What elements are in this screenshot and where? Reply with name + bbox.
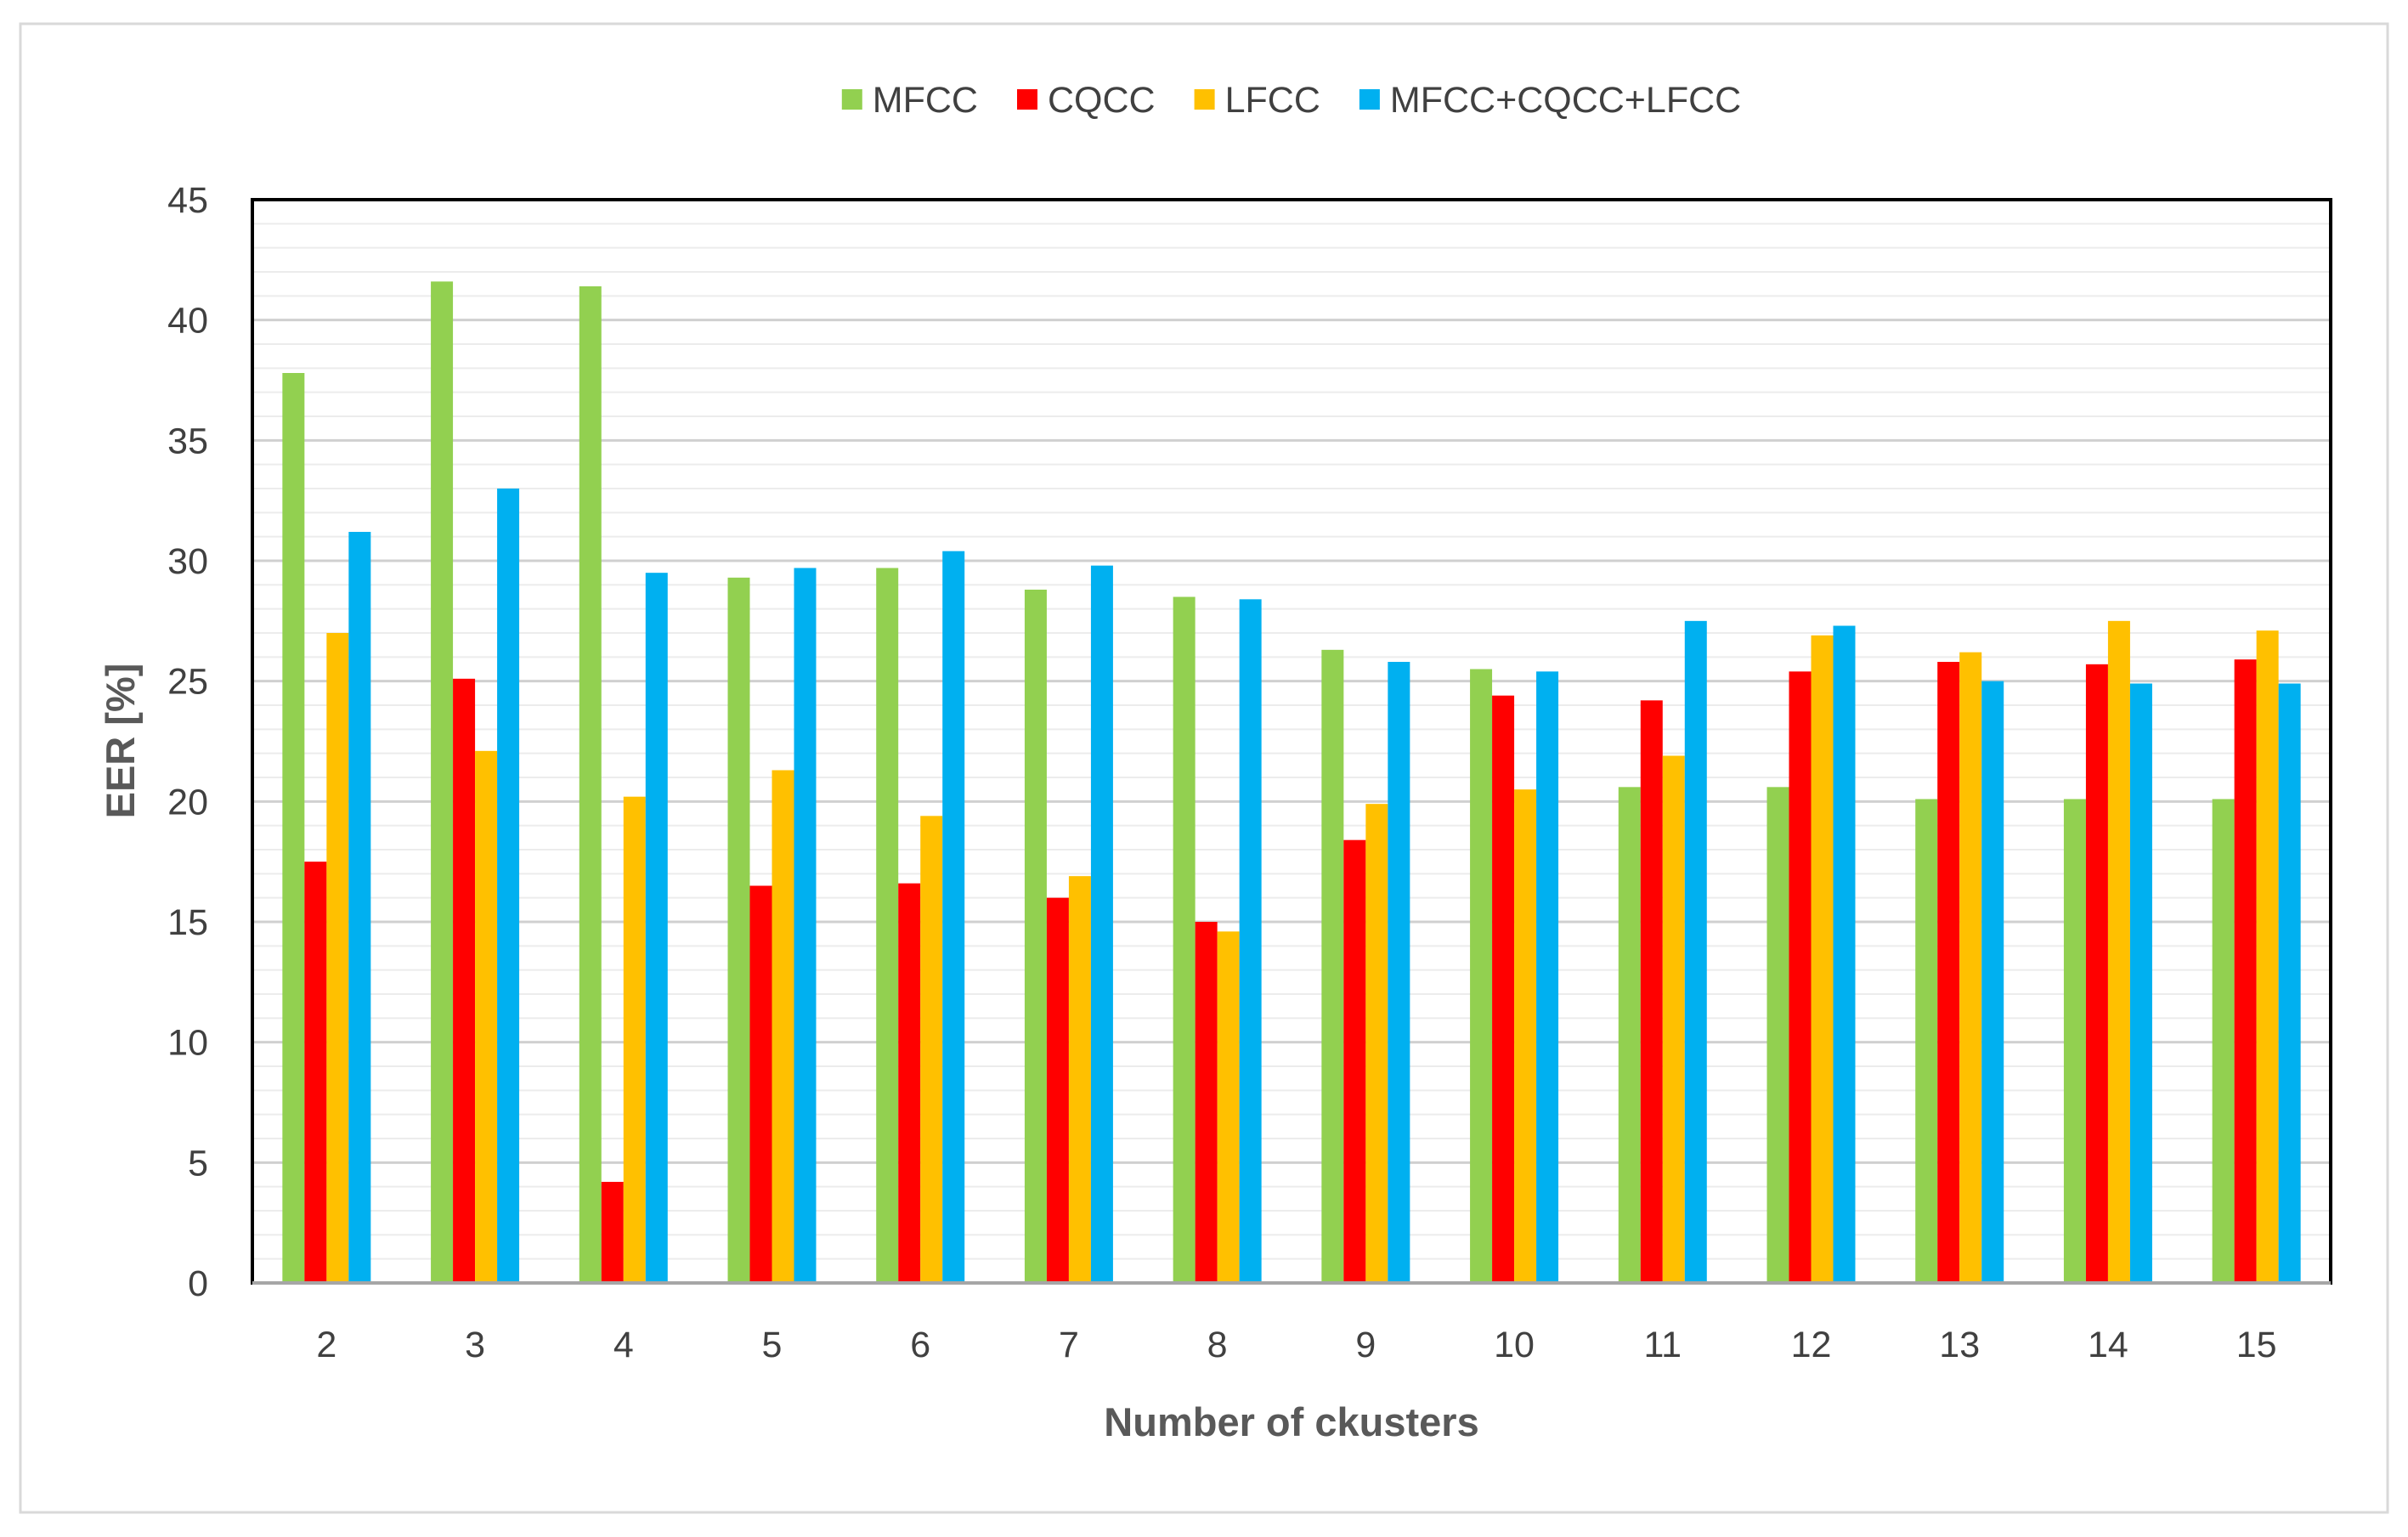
- legend-swatch: [841, 89, 862, 110]
- y-axis-ticks: 0 5 10 15 20 25 30 35 40 45: [167, 180, 208, 1304]
- y-tick-label: 20: [167, 782, 208, 822]
- bar-lfcc-11: [1662, 755, 1685, 1283]
- bar-cqcc-8: [1195, 922, 1218, 1283]
- bar-cqcc-14: [2085, 664, 2108, 1283]
- bar-cqcc-5: [749, 885, 772, 1283]
- bar-lfcc-15: [2256, 630, 2279, 1283]
- x-tick-label: 13: [1939, 1325, 1980, 1365]
- x-tick-label: 6: [910, 1325, 930, 1365]
- bar-lfcc-12: [1811, 635, 1834, 1283]
- bar-mfcc-2: [282, 373, 305, 1283]
- bar-mfcc-cqcc-lfcc-9: [1388, 662, 1410, 1283]
- y-tick-label: 30: [167, 541, 208, 582]
- legend-swatch: [1359, 89, 1380, 110]
- bar-mfcc-8: [1173, 596, 1196, 1283]
- legend-swatch: [1016, 89, 1037, 110]
- x-tick-label: 14: [2088, 1325, 2128, 1365]
- y-tick-label: 15: [167, 902, 208, 943]
- bar-mfcc-5: [727, 577, 750, 1283]
- bar-lfcc-8: [1217, 931, 1240, 1283]
- bar-lfcc-13: [1959, 652, 1982, 1283]
- bar-mfcc-4: [579, 286, 602, 1283]
- bar-lfcc-4: [623, 796, 646, 1283]
- bar-mfcc-cqcc-lfcc-8: [1239, 599, 1262, 1283]
- legend-label: CQCC: [1048, 80, 1156, 121]
- bar-lfcc-6: [920, 816, 943, 1283]
- bar-cqcc-9: [1343, 839, 1366, 1283]
- x-axis-ticks: 2 3 4 5 6 7 8 9 10 11 12 13 14 15: [316, 1325, 2276, 1365]
- bar-mfcc-cqcc-lfcc-13: [1981, 681, 2004, 1283]
- bar-mfcc-10: [1470, 669, 1493, 1283]
- bar-mfcc-cqcc-lfcc-7: [1090, 565, 1113, 1283]
- bar-lfcc-9: [1365, 804, 1388, 1283]
- bar-mfcc-cqcc-lfcc-4: [645, 573, 668, 1283]
- y-tick-label: 0: [188, 1263, 208, 1304]
- bar-lfcc-5: [772, 770, 794, 1283]
- bar-mfcc-11: [1618, 787, 1641, 1283]
- bar-mfcc-cqcc-lfcc-15: [2278, 683, 2301, 1283]
- bar-lfcc-10: [1514, 789, 1537, 1283]
- bar-cqcc-13: [1937, 662, 1960, 1283]
- bar-mfcc-cqcc-lfcc-11: [1684, 620, 1707, 1283]
- bar-cqcc-11: [1640, 700, 1663, 1283]
- bar-lfcc-2: [326, 633, 349, 1283]
- x-tick-label: 11: [1643, 1325, 1682, 1365]
- x-tick-label: 10: [1494, 1325, 1535, 1365]
- bar-cqcc-6: [898, 883, 921, 1283]
- bar-mfcc-cqcc-lfcc-10: [1536, 671, 1559, 1283]
- y-tick-label: 25: [167, 662, 208, 703]
- bar-cqcc-15: [2234, 659, 2257, 1283]
- y-tick-label: 5: [188, 1143, 208, 1184]
- x-tick-label: 7: [1059, 1325, 1079, 1365]
- x-axis-title: Number of ckusters: [1104, 1399, 1478, 1444]
- legend-label: MFCC: [873, 80, 978, 121]
- bar-mfcc-7: [1024, 590, 1047, 1283]
- bar-mfcc-15: [2212, 799, 2235, 1283]
- bar-cqcc-10: [1492, 695, 1515, 1283]
- bar-mfcc-cqcc-lfcc-5: [794, 568, 817, 1283]
- x-tick-label: 2: [316, 1325, 336, 1365]
- bar-cqcc-12: [1789, 671, 1812, 1283]
- bar-lfcc-7: [1068, 876, 1091, 1283]
- y-tick-label: 40: [167, 301, 208, 342]
- bar-lfcc-14: [2107, 620, 2130, 1283]
- x-tick-label: 12: [1791, 1325, 1832, 1365]
- bar-lfcc-3: [475, 750, 498, 1283]
- bar-mfcc-cqcc-lfcc-2: [348, 532, 371, 1283]
- bars: [282, 281, 2301, 1283]
- bar-mfcc-cqcc-lfcc-12: [1833, 625, 1856, 1283]
- bar-cqcc-2: [304, 862, 327, 1283]
- legend-swatch: [1194, 89, 1215, 110]
- legend-label: MFCC+CQCC+LFCC: [1390, 80, 1741, 121]
- bar-mfcc-cqcc-lfcc-14: [2129, 683, 2152, 1283]
- x-tick-label: 9: [1355, 1325, 1376, 1365]
- bar-cqcc-4: [601, 1182, 624, 1283]
- legend: MFCC CQCC LFCC MFCC+CQCC+LFCC: [841, 80, 1741, 121]
- x-tick-label: 8: [1207, 1325, 1228, 1365]
- y-tick-label: 35: [167, 421, 208, 461]
- bar-mfcc-12: [1766, 787, 1789, 1283]
- bar-cqcc-3: [453, 678, 476, 1283]
- y-tick-label: 10: [167, 1023, 208, 1064]
- x-tick-label: 3: [465, 1325, 485, 1365]
- bar-cqcc-7: [1046, 897, 1069, 1283]
- legend-label: LFCC: [1225, 80, 1320, 121]
- x-tick-label: 15: [2236, 1325, 2277, 1365]
- x-tick-label: 4: [613, 1325, 634, 1365]
- bar-mfcc-13: [1915, 799, 1938, 1283]
- x-tick-label: 5: [762, 1325, 783, 1365]
- y-axis-title: EER [%]: [98, 664, 143, 819]
- bar-mfcc-3: [431, 281, 454, 1283]
- bar-mfcc-cqcc-lfcc-6: [942, 551, 965, 1283]
- bar-mfcc-14: [2063, 799, 2086, 1283]
- bar-mfcc-cqcc-lfcc-3: [497, 489, 520, 1283]
- bar-mfcc-9: [1321, 649, 1344, 1283]
- bar-mfcc-6: [876, 568, 899, 1283]
- y-tick-label: 45: [167, 180, 208, 221]
